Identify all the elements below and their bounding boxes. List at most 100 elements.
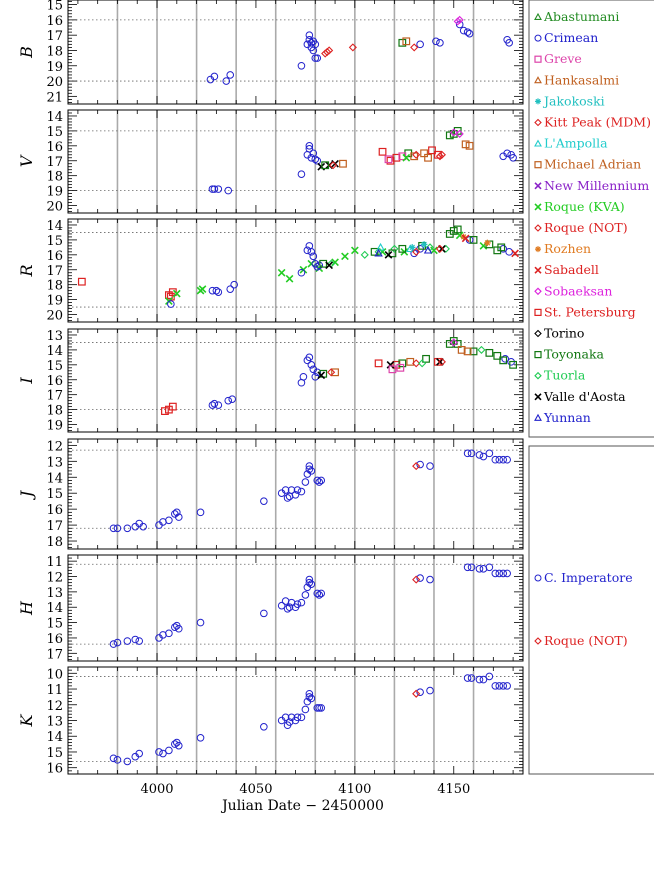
series-c-imperatore xyxy=(109,672,511,766)
band-label: K xyxy=(17,713,36,727)
y-tick-label: 11 xyxy=(46,683,63,698)
legend-label: Sobaeksan xyxy=(544,283,612,298)
data-point xyxy=(505,248,513,256)
y-tick-label: 20 xyxy=(46,200,63,215)
legend-entry-jakokoski: Jakokoski xyxy=(535,93,605,108)
series-valle-d-aosta xyxy=(325,244,446,270)
data-point xyxy=(432,37,440,46)
y-tick-label: 19 xyxy=(46,185,63,200)
data-point xyxy=(457,345,466,354)
data-point xyxy=(436,39,444,47)
legend-label: Crimean xyxy=(544,30,598,45)
legend-marker xyxy=(534,637,542,645)
data-point xyxy=(325,46,334,55)
data-point xyxy=(301,591,310,599)
data-point xyxy=(305,689,314,698)
data-point xyxy=(305,465,314,474)
data-point xyxy=(224,186,233,195)
data-point xyxy=(131,635,140,644)
y-tick-label: 14 xyxy=(46,601,63,616)
data-point xyxy=(305,31,314,39)
legend-label: Tuorla xyxy=(544,368,586,383)
data-point xyxy=(491,569,500,578)
data-point xyxy=(467,563,476,572)
data-point xyxy=(321,161,330,170)
data-point xyxy=(503,569,511,578)
data-point xyxy=(315,478,324,486)
data-point xyxy=(222,77,231,85)
data-point xyxy=(307,153,316,162)
series-kitt-peak-mdm xyxy=(321,43,419,58)
series-sobaeksan xyxy=(449,128,464,138)
data-point xyxy=(503,149,511,158)
data-point xyxy=(436,357,444,366)
legend-label: Kitt Peak (MDM) xyxy=(544,115,651,130)
legend-label: New Millennium xyxy=(544,178,649,193)
data-point xyxy=(281,486,290,494)
series-valle-d-aosta xyxy=(317,357,444,380)
y-tick-label: 13 xyxy=(46,586,63,601)
data-point xyxy=(424,153,432,162)
data-point xyxy=(315,591,324,599)
data-point xyxy=(109,754,118,763)
data-point xyxy=(376,242,385,251)
data-point xyxy=(360,250,369,259)
data-point xyxy=(341,252,349,261)
legend-entry-valle-d-aosta: Valle d'Aosta xyxy=(534,389,626,404)
data-point xyxy=(350,246,359,255)
data-point xyxy=(406,357,415,366)
data-point xyxy=(171,740,179,748)
data-point xyxy=(386,360,395,369)
data-point xyxy=(475,451,484,459)
data-point xyxy=(297,268,306,277)
data-point xyxy=(224,396,233,405)
y-tick-label: 16 xyxy=(46,374,63,389)
legend-marker xyxy=(534,224,542,232)
data-points xyxy=(161,337,518,416)
y-tick-label: 16 xyxy=(46,632,63,647)
series-roque-not xyxy=(412,575,421,584)
data-point xyxy=(420,241,428,248)
data-point xyxy=(374,247,383,256)
y-tick-label: 18 xyxy=(46,170,63,185)
data-point xyxy=(398,359,407,368)
x-tick-label: 4050 xyxy=(239,782,272,797)
y-tick-label: 18 xyxy=(46,279,63,294)
panel-frame xyxy=(67,109,524,214)
data-point xyxy=(301,478,310,486)
data-point xyxy=(319,259,328,268)
data-point xyxy=(174,624,183,633)
data-point xyxy=(455,15,464,24)
data-point xyxy=(228,395,236,403)
data-point xyxy=(287,486,296,494)
data-point xyxy=(299,372,308,381)
data-point xyxy=(283,494,292,502)
data-point xyxy=(281,713,290,722)
data-point xyxy=(113,524,122,533)
data-point xyxy=(230,280,238,289)
data-point xyxy=(422,354,430,363)
data-point xyxy=(260,609,268,618)
data-point xyxy=(172,289,181,298)
data-point xyxy=(384,250,393,259)
data-point xyxy=(311,40,320,49)
legend-label: Sabadell xyxy=(544,262,599,277)
data-point xyxy=(499,682,508,690)
y-tick-label: 11 xyxy=(46,555,63,570)
legend-marker xyxy=(534,55,542,63)
data-point xyxy=(327,368,336,377)
data-point xyxy=(467,674,476,682)
legend-label: Toyonaka xyxy=(544,347,605,362)
legend-marker xyxy=(535,246,541,253)
data-point xyxy=(465,141,474,150)
data-point xyxy=(416,574,424,582)
data-point xyxy=(77,277,86,286)
series-sobaeksan xyxy=(453,15,464,26)
data-point xyxy=(303,246,312,255)
y-tick-label: 12 xyxy=(46,571,63,586)
series-c-imperatore xyxy=(109,449,511,533)
data-points xyxy=(206,15,513,85)
data-point xyxy=(491,682,500,690)
